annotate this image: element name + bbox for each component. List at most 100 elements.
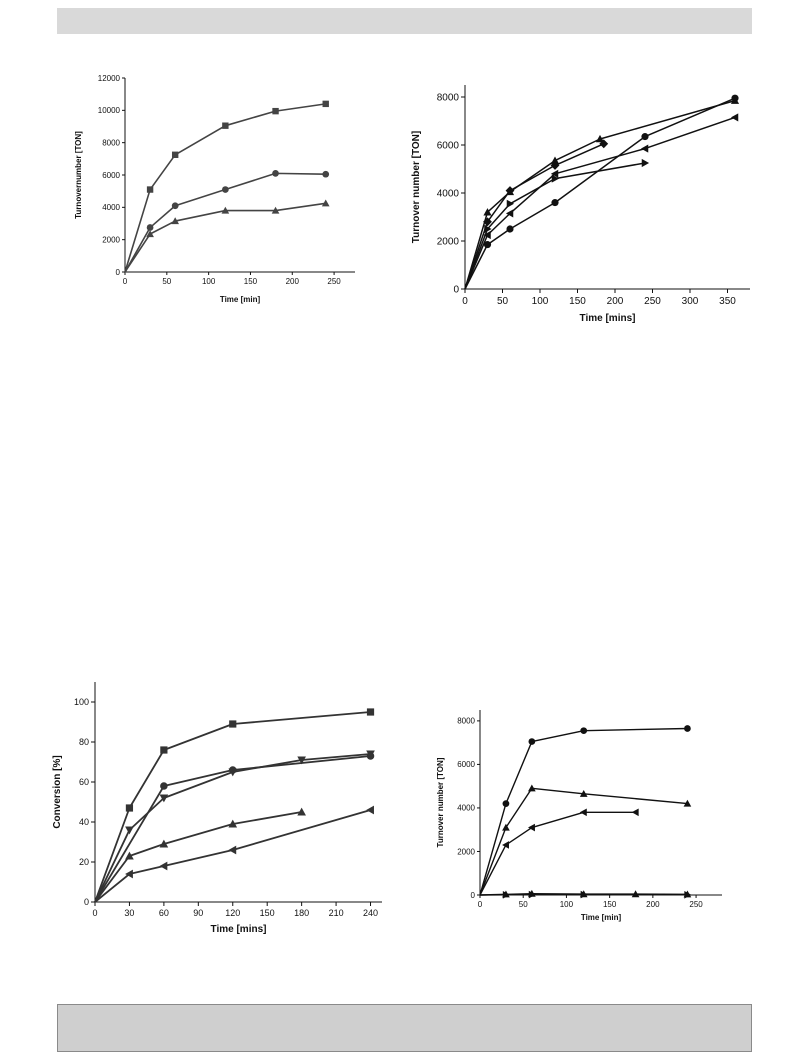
- x-tick-label: 210: [329, 908, 344, 918]
- data-point-circle: [641, 133, 649, 141]
- data-point-triangle-right: [506, 199, 515, 208]
- series-line-4: [464, 162, 646, 290]
- y-axis-title: Conversion [%]: [52, 755, 63, 828]
- data-point-triangle: [125, 851, 134, 860]
- data-point-circle: [483, 241, 492, 249]
- y-tick-label: 60: [79, 777, 89, 787]
- y-tick-label: 0: [84, 897, 89, 907]
- data-point-triangle-left: [366, 805, 374, 815]
- x-axis-title: Time [min]: [220, 295, 261, 304]
- data-point-triangle-left: [528, 823, 535, 832]
- x-tick-label: 90: [193, 908, 203, 918]
- data-point-circle: [146, 224, 154, 231]
- data-point-triangle: [631, 890, 640, 898]
- series-line-1: [94, 711, 371, 903]
- y-tick-label: 2000: [102, 235, 120, 244]
- data-point-triangle: [730, 96, 740, 104]
- y-tick-label: 2000: [457, 847, 475, 856]
- data-point-diamond: [483, 217, 492, 227]
- data-point-triangle: [683, 799, 692, 807]
- data-point-triangle-right: [684, 890, 692, 899]
- data-point-square: [146, 186, 154, 193]
- chart-turnover-number-top-left: 0 50 100 150 200 250 0 2000 4000 6000 8000 10000 120…: [74, 74, 355, 304]
- y-tick-label: 6000: [102, 171, 120, 180]
- data-point-triangle-left: [550, 169, 559, 178]
- data-point-triangle-down: [228, 768, 238, 777]
- series-line-2: [124, 172, 326, 273]
- y-tick-label: 8000: [457, 717, 475, 726]
- data-point-circle: [684, 725, 691, 732]
- data-point-triangle-down: [366, 750, 375, 759]
- x-tick-label: 240: [363, 908, 378, 918]
- data-point-square: [272, 107, 279, 115]
- data-point-triangle: [228, 819, 238, 828]
- data-point-triangle: [528, 784, 536, 792]
- data-point-circle: [528, 738, 536, 745]
- series-line-3: [124, 202, 326, 273]
- x-tick-label: 180: [294, 908, 309, 918]
- data-point-square: [322, 100, 329, 108]
- x-tick-label: 100: [560, 900, 574, 909]
- x-tick-label: 300: [682, 296, 699, 307]
- data-point-triangle: [579, 789, 588, 797]
- series-line-1: [464, 97, 736, 290]
- data-point-triangle-down: [125, 826, 134, 835]
- y-axis-title: Turnover number [TON]: [436, 757, 445, 847]
- y-tick-label: 0: [471, 891, 476, 900]
- data-point-triangle: [297, 807, 306, 816]
- x-tick-label: 250: [689, 900, 703, 909]
- x-tick-label: 0: [92, 908, 97, 918]
- data-point-square: [160, 746, 168, 754]
- x-tick-label: 50: [162, 277, 171, 286]
- x-tick-label: 0: [123, 277, 128, 286]
- y-tick-label: 6000: [437, 141, 460, 152]
- x-tick-label: 350: [719, 296, 736, 307]
- series-line-2: [464, 99, 736, 290]
- series-line-4: [94, 811, 302, 903]
- data-point-triangle: [502, 823, 510, 831]
- data-point-triangle-down: [297, 756, 306, 765]
- chart-conversion-bottom-left: 0 30 60 90 120 150 180 210 240 0 20 40 60 80 100 Time […: [52, 682, 382, 935]
- data-point-triangle: [321, 199, 330, 207]
- y-tick-label: 4000: [102, 203, 120, 212]
- chart-turnover-number-top-right: 0 50 100 150 200 250 300 350 0 2000 4000 6000 8000 Ti…: [411, 85, 750, 324]
- data-point-triangle: [146, 230, 154, 238]
- y-axis-title: Turnover number [TON]: [411, 131, 422, 243]
- data-point-circle: [222, 186, 229, 193]
- y-tick-label: 20: [79, 857, 89, 867]
- y-tick-label: 8000: [102, 138, 120, 147]
- data-point-triangle-left: [125, 869, 133, 879]
- data-point-diamond: [550, 160, 560, 170]
- data-point-triangle-left: [483, 230, 491, 240]
- data-point-triangle-left: [228, 845, 237, 855]
- data-point-diamond: [599, 139, 609, 149]
- x-tick-label: 250: [327, 277, 341, 286]
- x-tick-label: 200: [646, 900, 660, 909]
- x-tick-label: 100: [202, 277, 216, 286]
- y-tick-label: 10000: [98, 106, 121, 115]
- x-axis-title: Time [mins]: [211, 924, 267, 935]
- data-point-triangle-down: [159, 794, 169, 803]
- chart-turnover-number-bottom-right: 0 50 100 150 200 250 0 2000 4000 6000 8000 Time [mi…: [436, 710, 722, 922]
- series-line-3: [94, 753, 371, 903]
- x-tick-label: 60: [159, 908, 169, 918]
- x-tick-label: 0: [462, 296, 468, 307]
- header-bar: [57, 8, 752, 34]
- x-tick-label: 120: [225, 908, 240, 918]
- data-point-triangle-right: [551, 174, 560, 183]
- data-point-triangle-right: [580, 890, 588, 899]
- y-tick-label: 0: [453, 285, 459, 296]
- data-point-circle: [506, 225, 514, 233]
- data-point-circle: [502, 800, 510, 807]
- data-point-triangle-left: [505, 209, 514, 218]
- data-point-square: [229, 720, 237, 728]
- data-point-circle: [580, 727, 588, 735]
- data-point-triangle: [171, 217, 180, 225]
- data-point-circle: [322, 170, 330, 178]
- data-point-square: [125, 804, 134, 812]
- x-tick-label: 30: [124, 908, 134, 918]
- y-tick-label: 2000: [437, 237, 460, 248]
- x-tick-label: 150: [569, 296, 586, 307]
- data-point-triangle-right: [502, 890, 510, 899]
- series-line-5: [464, 116, 736, 290]
